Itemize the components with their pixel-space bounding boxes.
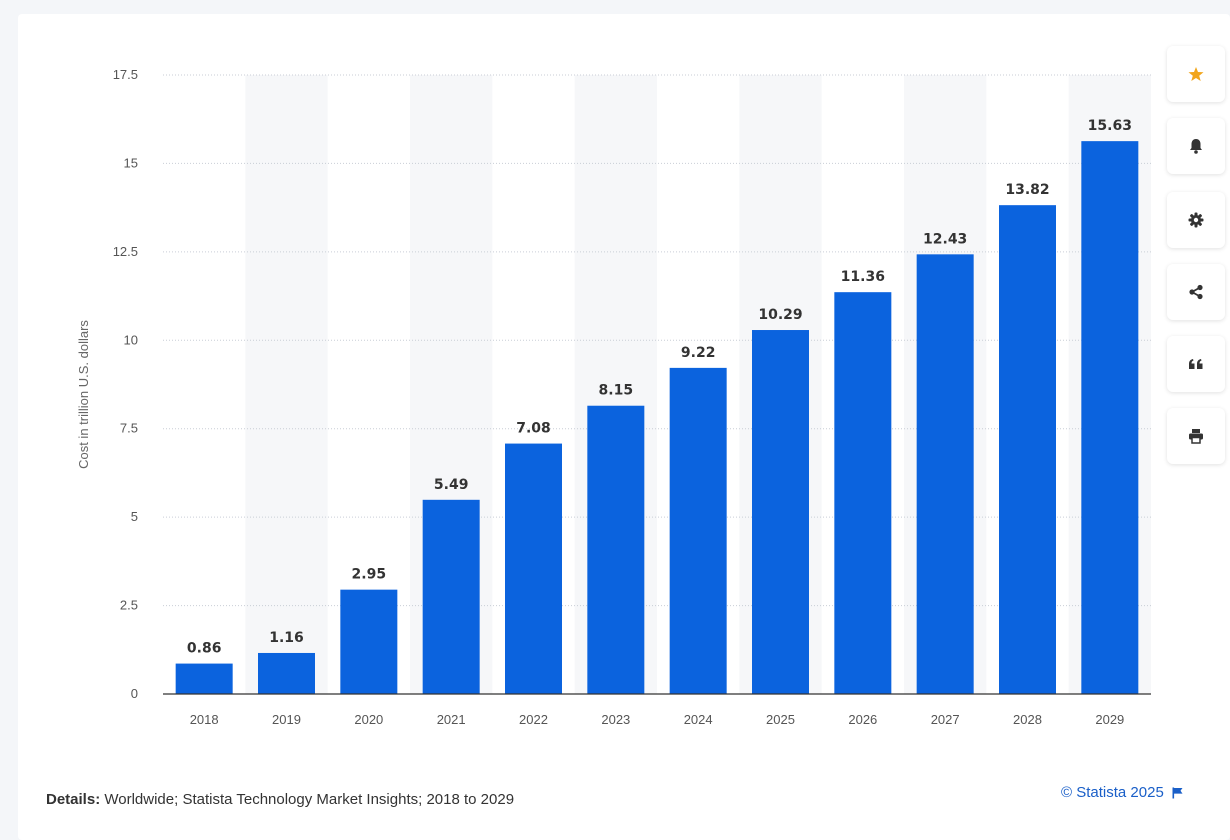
bar-2018	[175, 663, 233, 694]
details-label: Details:	[46, 791, 101, 808]
notification-button[interactable]	[1167, 118, 1225, 174]
data-label-2027: 12.43	[923, 231, 967, 247]
y-tick-label: 10	[124, 332, 138, 347]
data-label-2025: 10.29	[758, 307, 802, 323]
x-tick-label: 2021	[437, 712, 466, 727]
data-label-2024: 9.22	[681, 345, 716, 361]
data-label-2028: 13.82	[1005, 182, 1049, 198]
x-tick-label: 2027	[931, 712, 960, 727]
x-tick-label: 2024	[684, 712, 713, 727]
x-tick-label: 2020	[354, 712, 383, 727]
bar-2029	[1081, 141, 1139, 695]
y-tick-label: 7.5	[120, 421, 138, 436]
cite-button[interactable]	[1167, 336, 1225, 392]
x-tick-label: 2028	[1013, 712, 1042, 727]
bar-2020	[340, 589, 398, 694]
star-icon	[1188, 67, 1204, 81]
y-axis-title: Cost in trillion U.S. dollars	[76, 320, 91, 469]
share-icon	[1189, 284, 1203, 300]
quote-icon	[1189, 359, 1203, 369]
bar-2023	[587, 405, 645, 694]
x-tick-label: 2018	[190, 712, 219, 727]
bar-chart: 0 2.5 5 7.5 10 12.5 15 17.5 0.86 1.16 2.95 5.49 7.0…	[76, 67, 1151, 727]
bar-2025	[752, 330, 809, 694]
chart-card: 0 2.5 5 7.5 10 12.5 15 17.5 0.86 1.16 2.95 5.49 7.0…	[18, 14, 1230, 840]
favorite-button[interactable]	[1167, 46, 1225, 102]
x-tick-label: 2023	[601, 712, 630, 727]
band-2019	[245, 75, 328, 694]
data-label-2021: 5.49	[434, 477, 469, 493]
y-tick-label: 15	[124, 155, 138, 170]
settings-button[interactable]	[1167, 192, 1225, 248]
x-tick-label: 2029	[1095, 712, 1124, 727]
data-label-2029: 15.63	[1088, 118, 1132, 134]
bell-icon	[1190, 139, 1202, 154]
bar-2027	[916, 254, 974, 695]
x-tick-label: 2022	[519, 712, 548, 727]
x-tick-label: 2026	[848, 712, 877, 727]
y-tick-label: 2.5	[120, 598, 138, 613]
details-text: Details: Worldwide; Statista Technology …	[46, 791, 514, 808]
data-label-2026: 11.36	[841, 269, 885, 285]
bar-2024	[669, 367, 727, 694]
y-tick-label: 17.5	[113, 67, 138, 82]
data-labels: 0.86 1.16 2.95 5.49 7.08 8.15 9.22 10.29 11.36 12…	[187, 118, 1132, 656]
data-label-2020: 2.95	[352, 567, 387, 583]
data-label-2018: 0.86	[187, 641, 222, 657]
data-label-2022: 7.08	[516, 421, 551, 437]
x-tick-label: 2019	[272, 712, 301, 727]
credit-text: © Statista 2025	[1061, 784, 1164, 801]
bar-2022	[505, 443, 562, 694]
flag-icon	[1172, 787, 1183, 798]
share-button[interactable]	[1167, 264, 1225, 320]
printer-icon	[1189, 429, 1203, 444]
y-tick-label: 5	[131, 509, 138, 524]
bar-2019	[258, 652, 315, 694]
data-label-2019: 1.16	[269, 630, 304, 646]
y-tick-label: 0	[131, 686, 138, 701]
x-tick-label: 2025	[766, 712, 795, 727]
y-tick-label: 12.5	[113, 244, 138, 259]
bar-2021	[422, 499, 480, 694]
print-button[interactable]	[1167, 408, 1225, 464]
statista-credit-link[interactable]: © Statista 2025	[1061, 784, 1183, 801]
y-axis-ticks: 0 2.5 5 7.5 10 12.5 15 17.5	[113, 67, 138, 701]
details-value: Worldwide; Statista Technology Market In…	[100, 791, 515, 808]
bar-2028	[999, 205, 1056, 694]
gear-icon	[1188, 212, 1204, 228]
bar-2026	[834, 292, 892, 694]
x-axis-ticks: 2018 2019 2020 2021 2022 2023 2024 2025 2026 2027…	[190, 712, 1125, 727]
bars	[175, 141, 1139, 695]
data-label-2023: 8.15	[599, 383, 634, 399]
